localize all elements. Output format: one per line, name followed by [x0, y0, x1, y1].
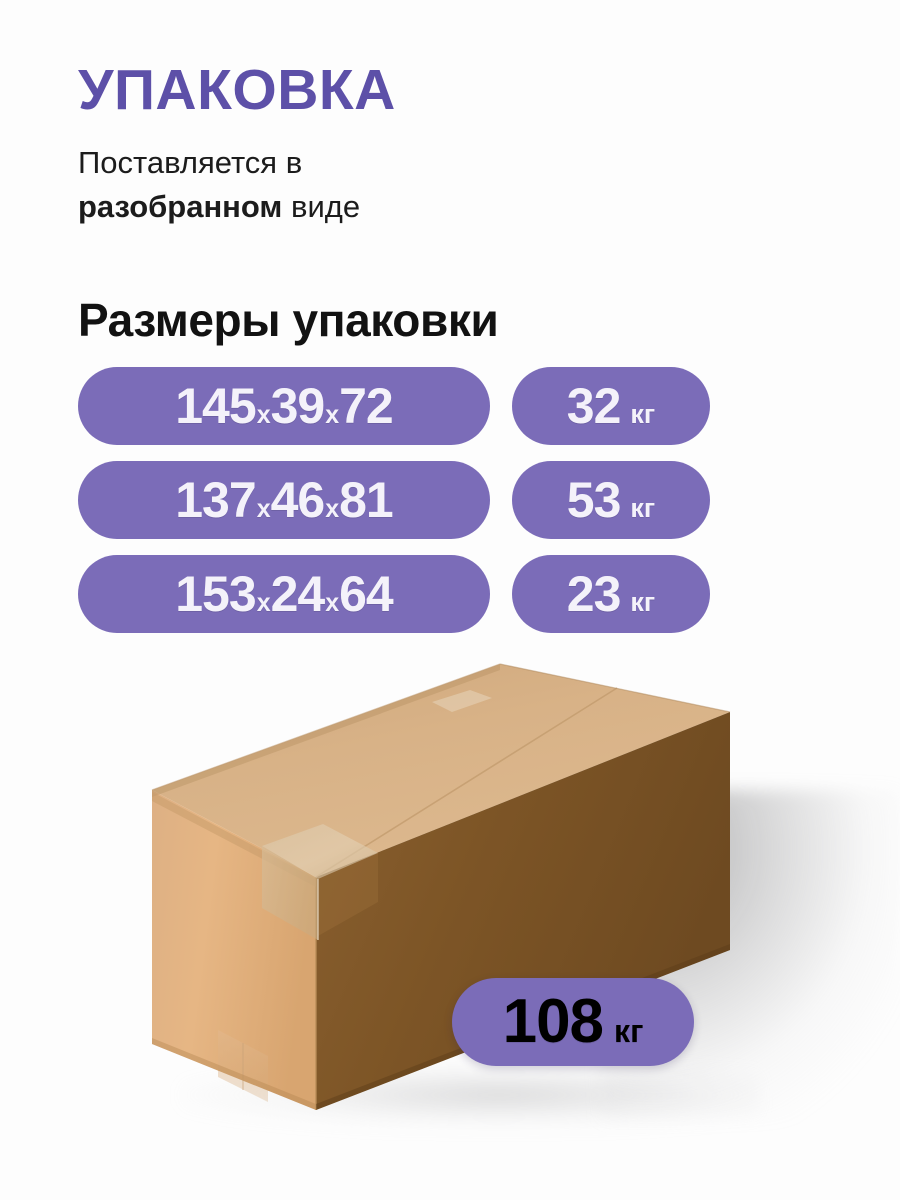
weight-pill: 53 кг — [512, 461, 710, 539]
weight-value: 32 кг — [567, 381, 655, 431]
dimension-separator: х — [256, 589, 271, 617]
dimensions-value: 153 х 24 х 64 — [175, 569, 393, 619]
dimension-length: 145 — [175, 378, 256, 434]
weight-number: 23 — [566, 566, 622, 622]
subtitle-tail: виде — [282, 189, 361, 225]
weight-unit: кг — [630, 399, 656, 429]
dimensions-table: 145 х 39 х 72 32 кг 137 х 46 х 81 53 кг — [78, 367, 728, 649]
dimension-separator: х — [325, 495, 339, 523]
box-tape-side — [318, 853, 378, 936]
dimensions-pill: 137 х 46 х 81 — [78, 461, 490, 539]
dimension-width: 46 — [270, 472, 326, 528]
dimensions-pill: 153 х 24 х 64 — [78, 555, 490, 633]
subtitle-line1: Поставляется в — [78, 145, 303, 180]
box-bottom-front-edge — [152, 1038, 316, 1110]
box-illustration — [0, 640, 900, 1200]
cardboard-box-icon — [151, 663, 731, 1110]
box-top-right-edge — [499, 663, 731, 713]
dimension-separator: х — [325, 401, 339, 429]
table-row: 153 х 24 х 64 23 кг — [78, 555, 728, 633]
dimension-width: 39 — [270, 378, 326, 434]
weight-value: 53 кг — [567, 475, 655, 525]
dimensions-heading: Размеры упаковки — [78, 294, 499, 346]
subtitle: Поставляется в разобранном виде — [78, 141, 408, 229]
total-weight-number: 108 — [502, 987, 604, 1056]
dimension-separator: х — [325, 589, 339, 617]
table-row: 145 х 39 х 72 32 кг — [78, 367, 728, 445]
dimension-length: 153 — [175, 566, 256, 622]
box-side-face — [316, 712, 730, 1110]
dimension-height: 64 — [339, 566, 394, 622]
box-top-scuff — [432, 690, 492, 712]
weight-pill: 32 кг — [512, 367, 710, 445]
box-tape-front — [262, 846, 318, 940]
subtitle-emphasis: разобранном — [78, 189, 283, 225]
total-weight-badge: 108 кг — [452, 978, 694, 1066]
total-weight-unit: кг — [614, 1013, 644, 1049]
box-tape-top — [262, 824, 378, 879]
weight-value: 23 кг — [567, 569, 655, 619]
box-left-edge-band — [152, 664, 500, 797]
page-title: УПАКОВКА — [78, 58, 396, 122]
weight-number: 32 — [566, 378, 622, 434]
dimension-separator: х — [256, 401, 271, 429]
dimensions-pill: 145 х 39 х 72 — [78, 367, 490, 445]
dimension-separator: х — [256, 495, 271, 523]
box-top-seam — [315, 687, 618, 878]
total-weight-value: 108 кг — [503, 991, 644, 1053]
dimension-height: 72 — [339, 378, 394, 434]
weight-number: 53 — [566, 472, 622, 528]
dimensions-value: 145 х 39 х 72 — [175, 381, 393, 431]
box-top-left-edge — [151, 663, 501, 791]
dimension-height: 81 — [339, 472, 394, 528]
table-row: 137 х 46 х 81 53 кг — [78, 461, 728, 539]
weight-unit: кг — [630, 493, 656, 523]
weight-pill: 23 кг — [512, 555, 710, 633]
dimension-width: 24 — [270, 566, 326, 622]
box-top-face — [152, 664, 730, 877]
dimension-length: 137 — [175, 472, 256, 528]
weight-unit: кг — [630, 587, 656, 617]
header-block: УПАКОВКА Поставляется в разобранном виде — [78, 62, 638, 229]
dimensions-value: 137 х 46 х 81 — [175, 475, 393, 525]
